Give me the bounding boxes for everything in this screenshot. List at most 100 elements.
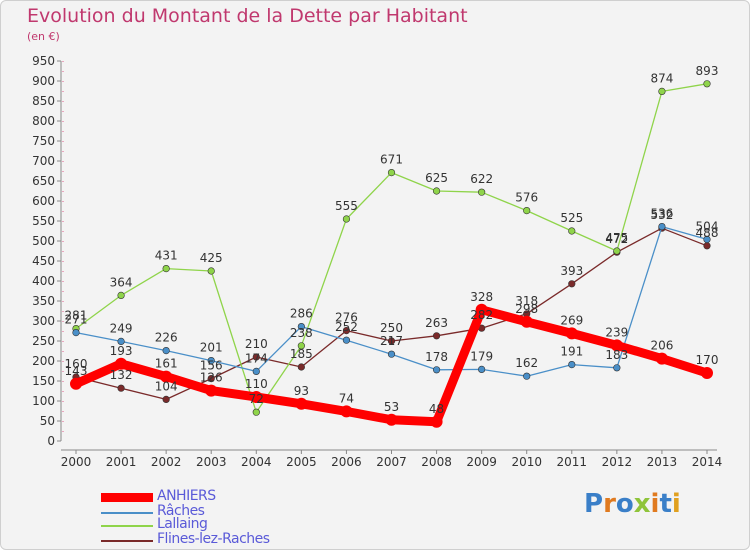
data-point bbox=[117, 337, 125, 346]
data-point bbox=[520, 315, 533, 328]
data-point bbox=[342, 215, 351, 223]
data-label: 185 bbox=[290, 347, 313, 361]
x-tick-label: 2005 bbox=[286, 455, 317, 469]
legend-label-flines: Flines-lez-Raches bbox=[157, 531, 270, 547]
data-label: 162 bbox=[515, 356, 538, 370]
data-point bbox=[658, 87, 666, 95]
data-point bbox=[478, 365, 486, 374]
data-label: 269 bbox=[560, 313, 583, 327]
data-point bbox=[252, 408, 260, 416]
y-tick-label: 550 bbox=[32, 214, 55, 228]
data-label: 536 bbox=[650, 207, 673, 221]
data-point bbox=[568, 361, 576, 369]
legend-swatch-flines bbox=[101, 540, 153, 542]
data-point bbox=[387, 169, 396, 177]
data-point bbox=[162, 347, 170, 355]
x-tick-label: 2004 bbox=[241, 455, 272, 469]
y-tick-label: 100 bbox=[32, 394, 55, 408]
x-tick-label: 2009 bbox=[466, 455, 497, 469]
data-label: 104 bbox=[155, 379, 178, 393]
y-tick-label: 850 bbox=[32, 94, 55, 108]
logo-letter: t bbox=[659, 489, 672, 519]
data-label: 472 bbox=[605, 232, 628, 246]
y-tick-label: 400 bbox=[32, 274, 55, 288]
x-tick-label: 2012 bbox=[602, 455, 633, 469]
data-point bbox=[297, 323, 305, 331]
data-label: 48 bbox=[429, 402, 444, 416]
data-point bbox=[207, 357, 215, 365]
data-label: 282 bbox=[470, 308, 493, 322]
data-label: 160 bbox=[65, 357, 88, 371]
data-point bbox=[703, 242, 711, 250]
data-point bbox=[432, 366, 441, 374]
data-point bbox=[340, 405, 353, 418]
data-label: 281 bbox=[65, 309, 88, 323]
legend-swatch-raches bbox=[101, 512, 153, 514]
data-point bbox=[387, 350, 396, 358]
data-label: 226 bbox=[155, 331, 178, 345]
data-label: 161 bbox=[155, 357, 178, 371]
data-label: 74 bbox=[339, 391, 354, 405]
legend-label-lallaing: Lallaing bbox=[157, 516, 208, 532]
data-label: 183 bbox=[605, 348, 628, 362]
data-label: 555 bbox=[335, 199, 358, 213]
data-point bbox=[703, 235, 711, 243]
data-label: 271 bbox=[65, 313, 88, 327]
data-point bbox=[613, 247, 621, 255]
data-label: 532 bbox=[650, 208, 673, 222]
data-point bbox=[385, 413, 398, 426]
data-point bbox=[252, 367, 260, 376]
logo-letter: r bbox=[603, 489, 616, 519]
logo-letter: i bbox=[671, 489, 681, 519]
y-tick-label: 500 bbox=[32, 234, 55, 248]
data-label: 252 bbox=[335, 320, 358, 334]
data-label: 72 bbox=[249, 392, 264, 406]
data-label: 625 bbox=[425, 171, 448, 185]
data-label: 210 bbox=[245, 337, 268, 351]
data-label: 893 bbox=[696, 64, 719, 78]
data-point bbox=[297, 342, 305, 350]
data-label: 431 bbox=[155, 249, 178, 263]
y-tick-label: 900 bbox=[32, 74, 55, 88]
y-tick-label: 200 bbox=[32, 354, 55, 368]
y-tick-label: 300 bbox=[32, 314, 55, 328]
data-point bbox=[655, 352, 668, 365]
data-label: 525 bbox=[560, 211, 583, 225]
data-point bbox=[701, 367, 713, 379]
data-point bbox=[117, 291, 125, 300]
x-tick-label: 2011 bbox=[557, 455, 588, 469]
y-tick-label: 50 bbox=[40, 414, 55, 428]
data-point bbox=[297, 363, 305, 371]
x-tick-label: 2014 bbox=[692, 455, 723, 469]
data-label: 143 bbox=[65, 364, 88, 378]
x-tick-label: 2000 bbox=[61, 455, 92, 469]
y-tick-label: 600 bbox=[32, 194, 55, 208]
data-label: 393 bbox=[560, 264, 583, 278]
data-label: 328 bbox=[470, 290, 493, 304]
data-label: 286 bbox=[290, 307, 313, 321]
data-point bbox=[162, 265, 170, 273]
y-tick-label: 700 bbox=[32, 154, 55, 168]
x-tick-label: 2010 bbox=[511, 455, 542, 469]
chart-subtitle: (en €) bbox=[27, 30, 60, 43]
data-label: 874 bbox=[650, 71, 673, 85]
x-tick-label: 2007 bbox=[376, 455, 407, 469]
data-point bbox=[565, 327, 578, 340]
data-point bbox=[342, 327, 351, 335]
data-label: 239 bbox=[605, 325, 628, 339]
data-label: 201 bbox=[200, 341, 223, 355]
data-label: 93 bbox=[294, 384, 309, 398]
y-tick-label: 750 bbox=[32, 134, 55, 148]
data-point bbox=[475, 303, 488, 316]
data-point bbox=[252, 353, 260, 361]
y-tick-label: 650 bbox=[32, 174, 55, 188]
data-point bbox=[478, 188, 486, 196]
data-label: 110 bbox=[245, 377, 268, 391]
data-point bbox=[70, 377, 82, 390]
data-label: 217 bbox=[380, 334, 403, 348]
data-label: 250 bbox=[380, 321, 403, 335]
data-point bbox=[432, 187, 441, 195]
data-label: 238 bbox=[290, 326, 313, 340]
data-point bbox=[613, 364, 621, 372]
data-point bbox=[432, 332, 441, 340]
